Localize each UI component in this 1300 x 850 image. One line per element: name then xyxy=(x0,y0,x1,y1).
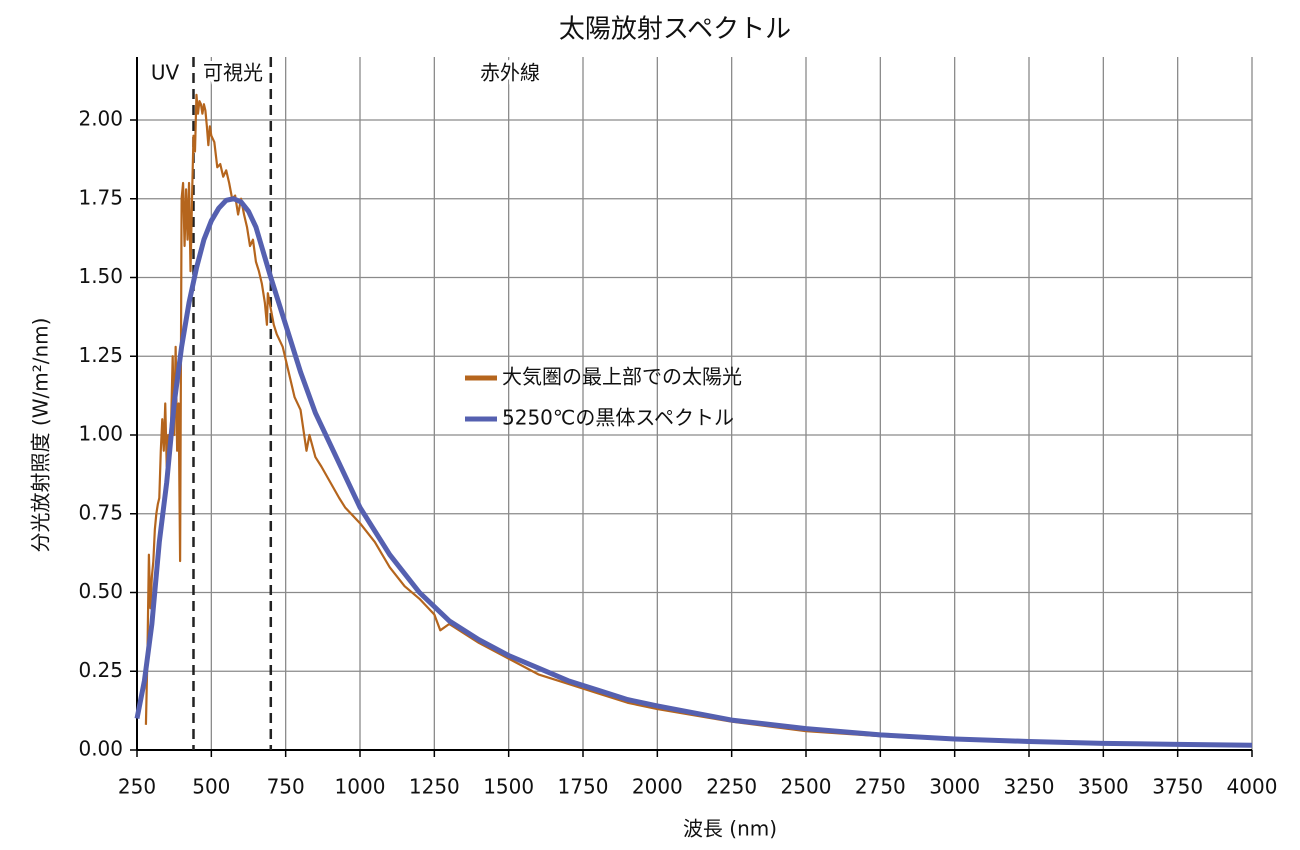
y-tick-label: 2.00 xyxy=(78,107,123,131)
legend-label: 5250℃の黒体スペクトル xyxy=(502,406,734,430)
x-tick-label: 3500 xyxy=(1078,775,1129,799)
x-tick-label: 250 xyxy=(118,775,156,799)
region-label: 可視光 xyxy=(203,61,263,85)
y-tick-label: 0.50 xyxy=(78,579,123,603)
x-tick-label: 1000 xyxy=(335,775,386,799)
legend-label: 大気圏の最上部での太陽光 xyxy=(502,365,742,389)
y-axis-label: 分光放射照度 (W/m²/nm) xyxy=(29,318,53,553)
region-label: 赤外線 xyxy=(480,61,540,85)
y-tick-label: 0.25 xyxy=(78,658,123,682)
x-tick-label: 2250 xyxy=(706,775,757,799)
y-tick-label: 1.00 xyxy=(78,422,123,446)
x-tick-label: 750 xyxy=(267,775,305,799)
x-tick-label: 3750 xyxy=(1152,775,1203,799)
y-tick-label: 1.50 xyxy=(78,264,123,288)
series-line xyxy=(134,196,1253,748)
region-label: UV xyxy=(151,61,180,85)
x-tick-label: 2500 xyxy=(781,775,832,799)
x-tick-label: 1250 xyxy=(409,775,460,799)
y-tick-label: 1.25 xyxy=(78,343,123,367)
x-tick-label: 4000 xyxy=(1227,775,1278,799)
x-tick-label: 2750 xyxy=(855,775,906,799)
x-tick-label: 1500 xyxy=(483,775,534,799)
x-tick-label: 3250 xyxy=(1004,775,1055,799)
y-tick-label: 0.75 xyxy=(78,500,123,524)
y-tick-label: 0.00 xyxy=(78,737,123,761)
y-tick-label: 1.75 xyxy=(78,185,123,209)
x-tick-label: 500 xyxy=(192,775,230,799)
chart-title: 太陽放射スペクトル xyxy=(559,15,791,45)
x-axis-label: 波長 (nm) xyxy=(683,817,777,841)
x-tick-label: 2000 xyxy=(632,775,683,799)
x-tick-label: 1750 xyxy=(558,775,609,799)
x-tick-label: 3000 xyxy=(929,775,980,799)
